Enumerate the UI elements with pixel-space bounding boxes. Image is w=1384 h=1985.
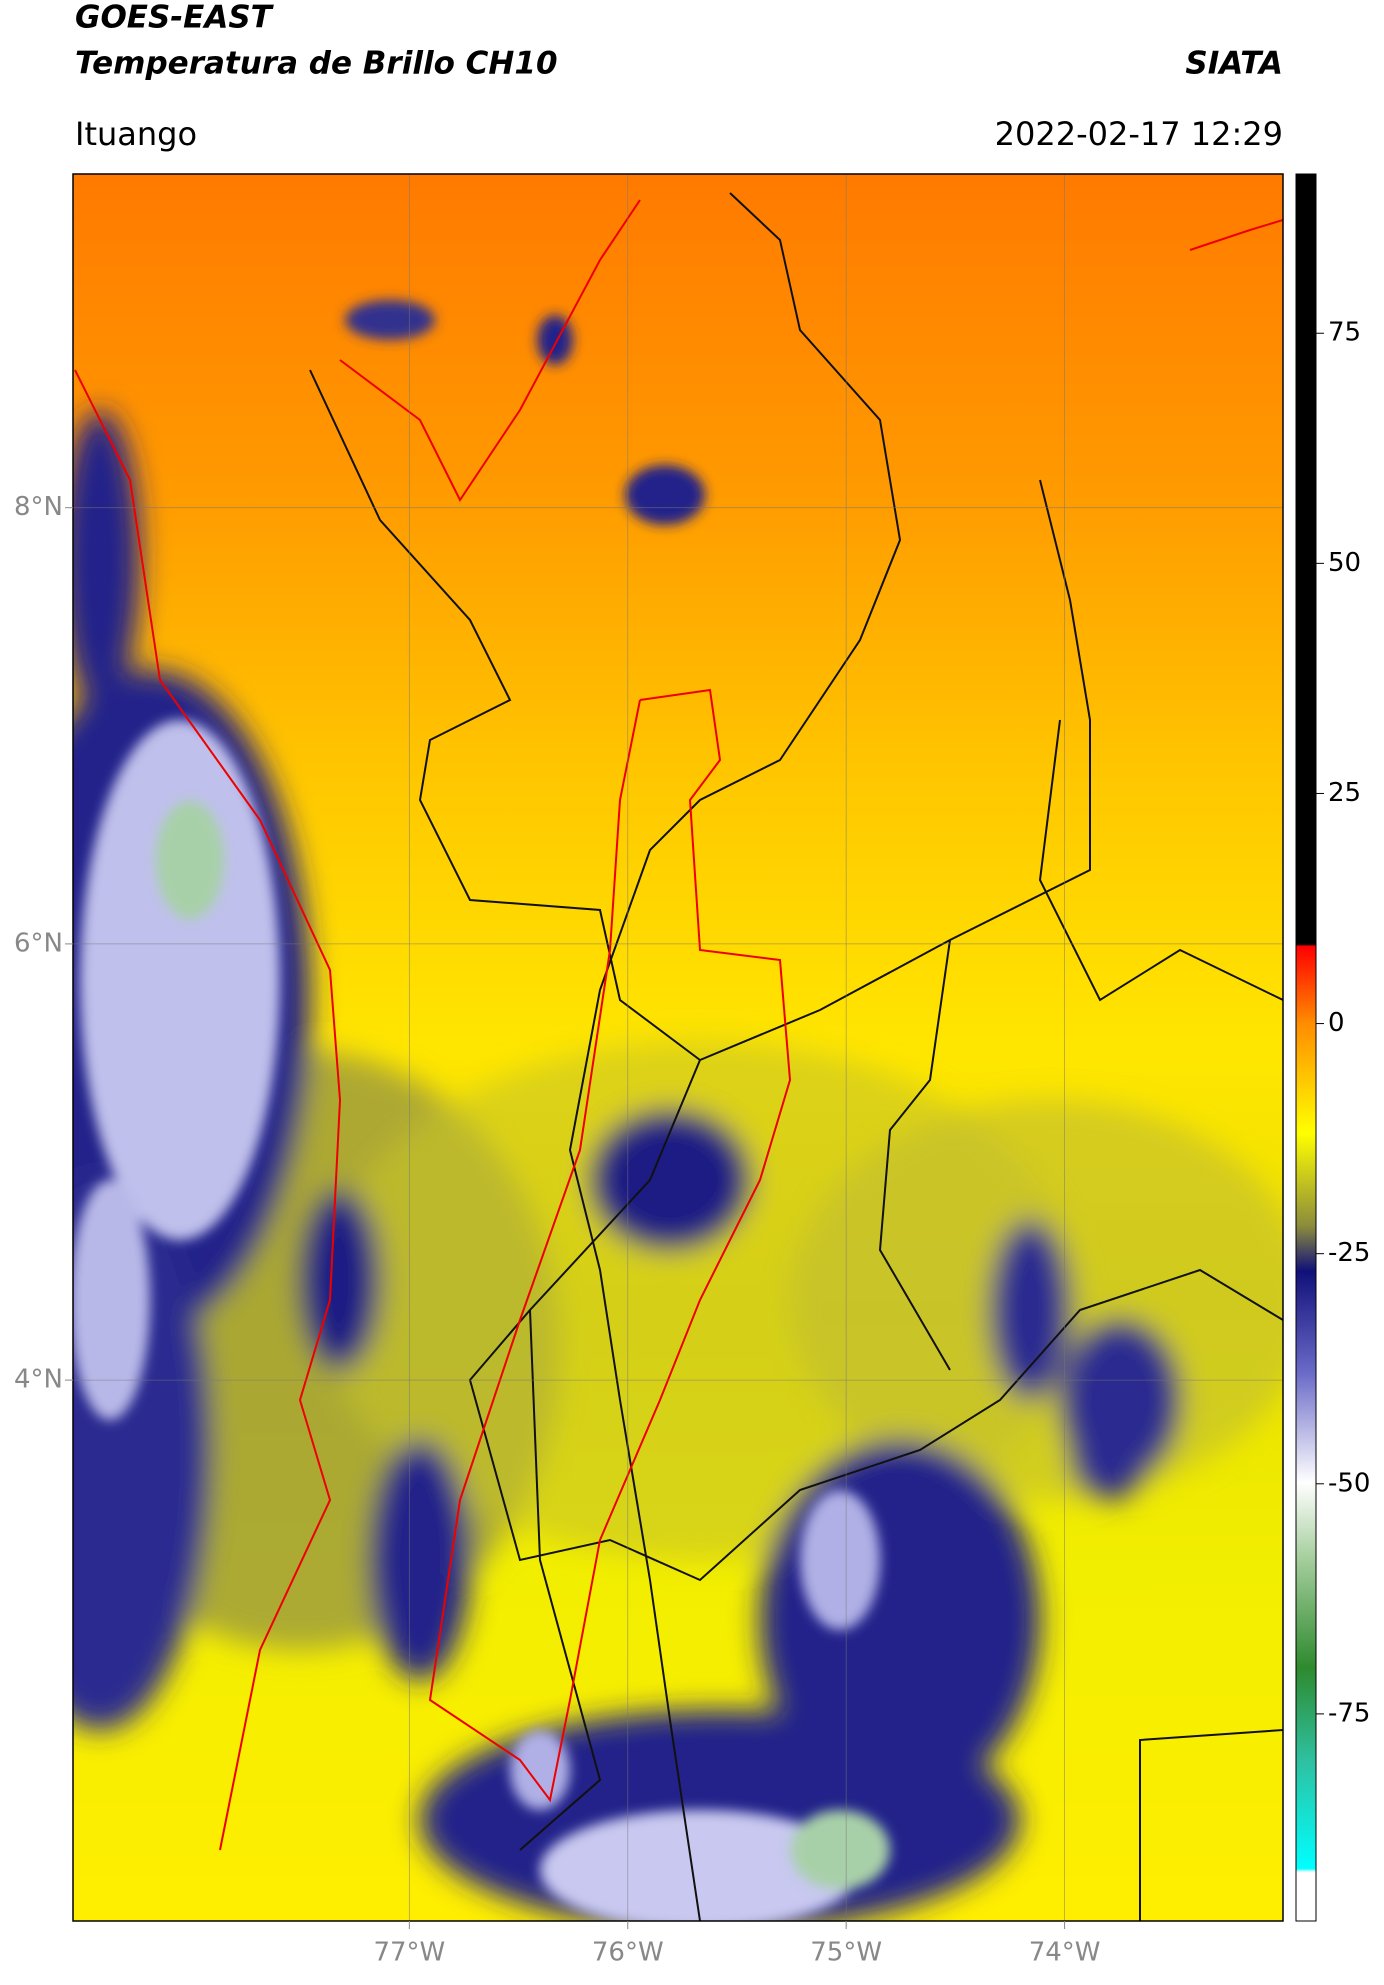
datetime: 2022-02-17 12:29 <box>995 115 1283 153</box>
colorbar-tick-label: 50 <box>1328 548 1361 578</box>
x-tick-label: 76°W <box>592 1938 664 1968</box>
boundaries <box>74 192 1283 1921</box>
axes: 77°W 76°W 75°W 74°W 8°N 6°N 4°N 75 50 25 0 -25 -50 -7… <box>14 318 1370 1968</box>
y-tick-label: 8°N <box>14 492 63 522</box>
y-tick-label: 4°N <box>14 1365 63 1395</box>
satellite-image <box>73 174 1283 1921</box>
colorbar <box>1295 173 1317 1922</box>
colorbar-tick-label: 25 <box>1328 778 1361 808</box>
colorbar-tick-label: 75 <box>1328 318 1361 348</box>
source: SIATA <box>1185 46 1283 82</box>
colorbar-tick-label: -75 <box>1328 1698 1370 1728</box>
x-tick-label: 74°W <box>1029 1938 1101 1968</box>
location: Ituango <box>75 115 197 153</box>
y-tick-label: 6°N <box>14 928 63 958</box>
graticule <box>73 174 1283 1921</box>
subtitle: Temperatura de Brillo CH10 <box>75 46 558 82</box>
colorbar-tick-label: 0 <box>1328 1008 1345 1038</box>
x-tick-label: 75°W <box>810 1938 882 1968</box>
title: GOES-EAST <box>75 0 275 36</box>
colorbar-tick-label: -50 <box>1328 1468 1370 1498</box>
x-tick-label: 77°W <box>373 1938 445 1968</box>
map-frame <box>72 173 1284 1922</box>
colorbar-tick-label: -25 <box>1328 1238 1370 1268</box>
